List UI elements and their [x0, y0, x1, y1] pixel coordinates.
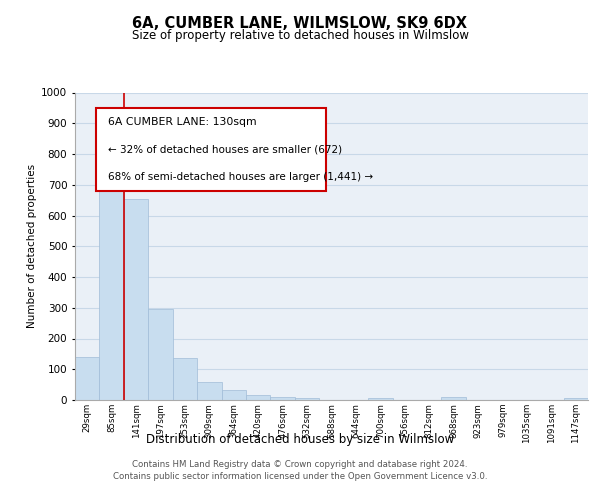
Bar: [221, 390, 246, 400]
Bar: [563, 398, 588, 400]
Bar: [295, 398, 319, 400]
Bar: [148, 310, 173, 400]
Text: Contains HM Land Registry data © Crown copyright and database right 2024.: Contains HM Land Registry data © Crown c…: [132, 460, 468, 469]
FancyBboxPatch shape: [95, 108, 326, 191]
Bar: [368, 398, 392, 400]
Bar: [442, 397, 466, 400]
Bar: [271, 397, 295, 400]
Y-axis label: Number of detached properties: Number of detached properties: [27, 164, 37, 328]
Bar: [75, 357, 100, 400]
Bar: [246, 395, 271, 400]
Text: 68% of semi-detached houses are larger (1,441) →: 68% of semi-detached houses are larger (…: [109, 172, 373, 182]
Bar: [100, 162, 124, 400]
Text: 6A CUMBER LANE: 130sqm: 6A CUMBER LANE: 130sqm: [109, 117, 257, 127]
Bar: [173, 358, 197, 400]
Text: 6A, CUMBER LANE, WILMSLOW, SK9 6DX: 6A, CUMBER LANE, WILMSLOW, SK9 6DX: [133, 16, 467, 31]
Text: Distribution of detached houses by size in Wilmslow: Distribution of detached houses by size …: [146, 432, 454, 446]
Bar: [124, 198, 148, 400]
Text: Contains public sector information licensed under the Open Government Licence v3: Contains public sector information licen…: [113, 472, 487, 481]
Bar: [197, 382, 221, 400]
Text: ← 32% of detached houses are smaller (672): ← 32% of detached houses are smaller (67…: [109, 145, 343, 155]
Text: Size of property relative to detached houses in Wilmslow: Size of property relative to detached ho…: [131, 29, 469, 42]
